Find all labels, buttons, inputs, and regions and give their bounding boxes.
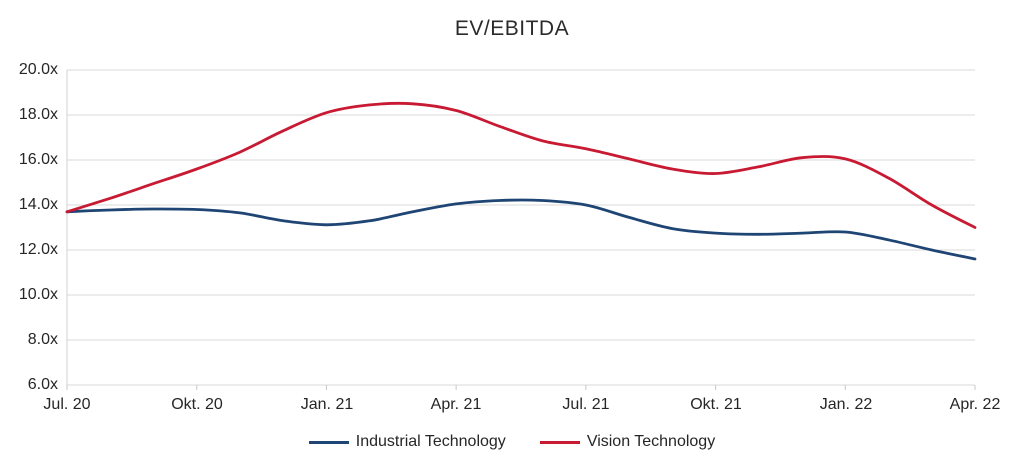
legend-label: Vision Technology [586, 433, 716, 450]
ytick-label: 18.0x [18, 106, 58, 123]
series-line-industrial-technology [65, 198, 977, 261]
ytick-label: 12.0x [18, 241, 58, 258]
ytick-label: 8.0x [27, 331, 58, 348]
ytick-label: 6.0x [27, 376, 58, 393]
ytick-label: 20.0x [18, 61, 58, 78]
legend-line-swatch [308, 440, 349, 444]
legend-line-swatch [539, 440, 580, 444]
xtick-label: Jan. 22 [819, 396, 873, 413]
ytick-label: 14.0x [18, 196, 58, 213]
legend-item-industrial-technology: Industrial Technology [308, 433, 506, 451]
legend-label: Industrial Technology [355, 433, 506, 450]
xtick-label: Okt. 20 [171, 396, 223, 413]
ytick-label: 10.0x [18, 286, 58, 303]
xtick-label: Apr. 22 [949, 396, 1001, 413]
ytick-label: 16.0x [18, 151, 58, 168]
series-line-vision-technology [65, 101, 977, 229]
legend-item-vision-technology: Vision Technology [539, 433, 716, 451]
xtick-label: Jan. 21 [300, 396, 354, 413]
chart-title: EV/EBITDA [454, 17, 570, 40]
xtick-label: Jul. 20 [43, 396, 91, 413]
xtick-label: Apr. 21 [430, 396, 482, 413]
chart-legend: Industrial Technology Vision Technology [0, 433, 1024, 451]
xtick-label: Jul. 21 [562, 396, 610, 413]
xtick-label: Okt. 21 [690, 396, 742, 413]
